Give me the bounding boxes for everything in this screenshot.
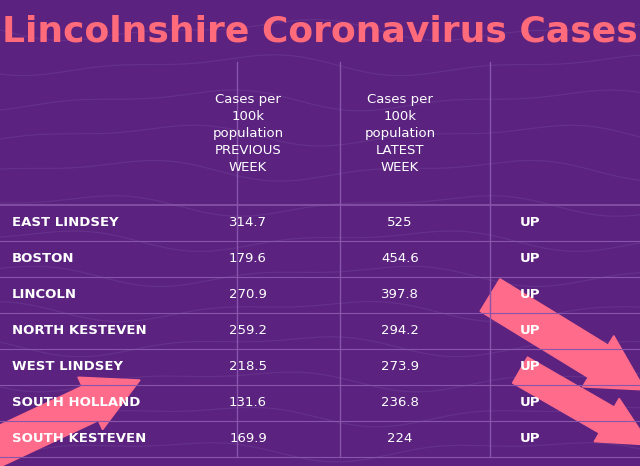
Text: 273.9: 273.9 — [381, 361, 419, 374]
Text: Lincolnshire Coronavirus Cases: Lincolnshire Coronavirus Cases — [2, 15, 638, 49]
Text: NORTH KESTEVEN: NORTH KESTEVEN — [12, 324, 147, 337]
Text: 179.6: 179.6 — [229, 253, 267, 266]
FancyArrow shape — [513, 357, 640, 445]
Text: UP: UP — [520, 217, 540, 229]
Text: 259.2: 259.2 — [229, 324, 267, 337]
Text: 525: 525 — [387, 217, 413, 229]
Text: 169.9: 169.9 — [229, 432, 267, 445]
FancyArrow shape — [480, 279, 640, 390]
Text: Cases per
100k
population
LATEST
WEEK: Cases per 100k population LATEST WEEK — [364, 93, 436, 174]
Text: SOUTH HOLLAND: SOUTH HOLLAND — [12, 397, 140, 410]
Text: 224: 224 — [387, 432, 413, 445]
Text: 294.2: 294.2 — [381, 324, 419, 337]
Text: SOUTH KESTEVEN: SOUTH KESTEVEN — [12, 432, 147, 445]
Text: EAST LINDSEY: EAST LINDSEY — [12, 217, 118, 229]
Text: 236.8: 236.8 — [381, 397, 419, 410]
Text: 218.5: 218.5 — [229, 361, 267, 374]
Text: UP: UP — [520, 361, 540, 374]
Text: UP: UP — [520, 324, 540, 337]
Text: UP: UP — [520, 253, 540, 266]
Text: 454.6: 454.6 — [381, 253, 419, 266]
Text: WEST LINDSEY: WEST LINDSEY — [12, 361, 123, 374]
Text: UP: UP — [520, 432, 540, 445]
Text: Cases per
100k
population
PREVIOUS
WEEK: Cases per 100k population PREVIOUS WEEK — [212, 93, 284, 174]
Text: UP: UP — [520, 397, 540, 410]
Text: LINCOLN: LINCOLN — [12, 288, 77, 302]
Text: BOSTON: BOSTON — [12, 253, 74, 266]
Text: 314.7: 314.7 — [229, 217, 267, 229]
Text: 131.6: 131.6 — [229, 397, 267, 410]
Text: UP: UP — [520, 288, 540, 302]
Text: 397.8: 397.8 — [381, 288, 419, 302]
Text: 270.9: 270.9 — [229, 288, 267, 302]
FancyArrow shape — [0, 377, 140, 466]
